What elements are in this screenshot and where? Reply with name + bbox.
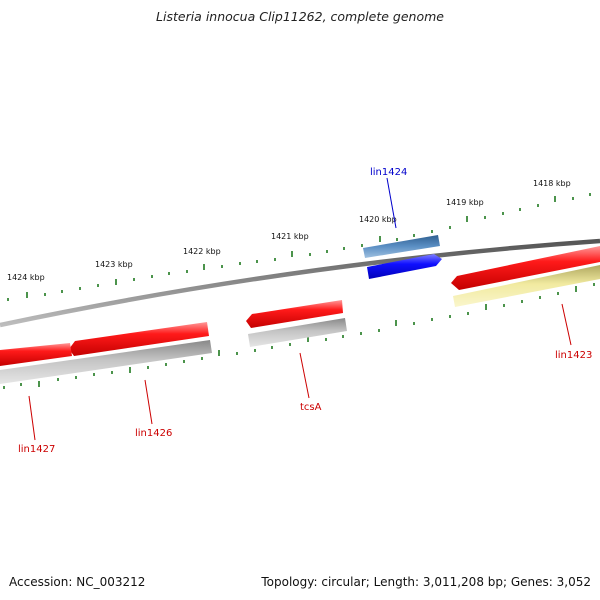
forward-gene-arrow-lin1424[interactable]: [367, 254, 442, 279]
kbp-label: 1418 kbp: [533, 179, 571, 188]
kbp-label: 1419 kbp: [446, 198, 484, 207]
genome-backbone: [0, 238, 600, 328]
reverse-gene-arrow-tcsA[interactable]: [246, 300, 343, 328]
label-leader: [28, 395, 36, 441]
kbp-label: 1423 kbp: [95, 260, 133, 269]
kbp-label: 1421 kbp: [271, 232, 309, 241]
forward-feature-bar: [363, 235, 440, 258]
gene-label-lin1423[interactable]: lin1423: [555, 350, 592, 361]
kbp-label: 1424 kbp: [7, 273, 45, 282]
label-leader: [561, 303, 572, 346]
label-leader: [386, 177, 397, 229]
genome-summary-text: Topology: circular; Length: 3,011,208 bp…: [261, 575, 591, 589]
kbp-label: 1420 kbp: [359, 215, 397, 224]
outer-scale-ticks: [7, 193, 591, 301]
label-leader: [299, 352, 310, 399]
gene-label-lin1427[interactable]: lin1427: [18, 444, 55, 455]
reverse-gene-arrow-lin1426[interactable]: [69, 322, 209, 356]
gene-label-lin1426[interactable]: lin1426: [135, 428, 172, 439]
reverse-feature-bar-gray: [248, 318, 347, 347]
reverse-feature-bar-gray: [0, 340, 212, 384]
map-title: Listeria innocua Clip11262, complete gen…: [156, 9, 444, 24]
kbp-label: 1422 kbp: [183, 247, 221, 256]
gene-label-lin1424[interactable]: lin1424: [370, 167, 407, 178]
gene-label-tcsA[interactable]: tcsA: [300, 402, 322, 413]
label-leader: [144, 379, 153, 425]
reverse-gene-arrow-lin1427[interactable]: [0, 343, 72, 366]
accession-text: Accession: NC_003212: [9, 575, 146, 589]
inner-scale-ticks: [3, 283, 595, 389]
reverse-gene-arrow-lin1423[interactable]: [451, 246, 600, 290]
reverse-feature-bar-yellow: [453, 265, 600, 307]
